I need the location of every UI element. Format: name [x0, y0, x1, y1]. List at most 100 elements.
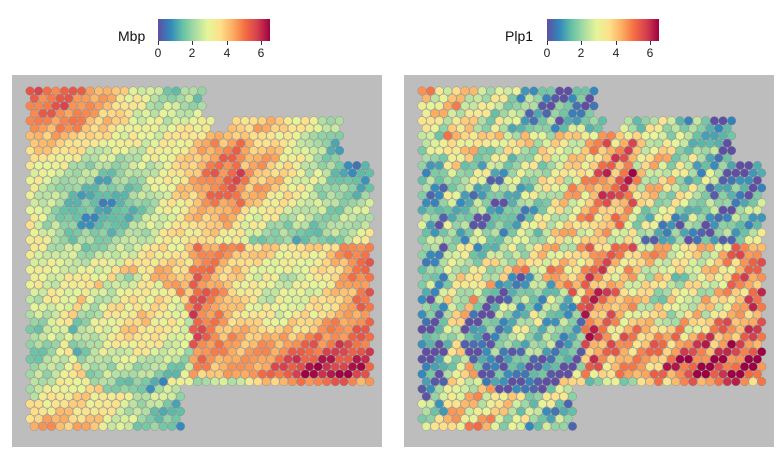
spot: [641, 309, 651, 319]
spot: [85, 116, 95, 126]
spot: [279, 153, 289, 163]
spot: [171, 220, 181, 230]
spot: [494, 116, 504, 126]
spot: [313, 183, 323, 193]
spot: [266, 339, 276, 349]
spot: [68, 414, 78, 424]
spot: [520, 339, 530, 349]
spot: [55, 257, 65, 267]
spot: [115, 213, 125, 223]
spot: [253, 257, 263, 267]
spot: [481, 168, 491, 178]
legend-title: Mbp: [118, 28, 146, 44]
spot: [516, 228, 526, 238]
spot: [757, 332, 767, 342]
spot: [274, 146, 284, 156]
spot: [365, 257, 375, 267]
spot: [426, 116, 436, 126]
spot: [533, 108, 543, 118]
spot: [439, 198, 449, 208]
spot: [206, 265, 216, 275]
spot: [29, 332, 39, 342]
spot: [529, 309, 539, 319]
spot: [439, 377, 449, 387]
spot: [585, 347, 595, 357]
spot: [537, 354, 547, 364]
spot: [365, 242, 375, 252]
spot: [231, 175, 241, 185]
spot: [456, 138, 466, 148]
spot: [567, 421, 577, 431]
spot: [439, 317, 449, 327]
spot: [89, 272, 99, 282]
spot: [55, 242, 65, 252]
spot: [477, 146, 487, 156]
spot: [653, 242, 663, 252]
spot: [292, 116, 302, 126]
spot: [426, 399, 436, 409]
spot: [752, 339, 762, 349]
spot: [555, 131, 565, 141]
spot: [89, 332, 99, 342]
spot: [124, 93, 134, 103]
spot: [287, 228, 297, 238]
spot: [464, 213, 474, 223]
spot: [709, 295, 719, 305]
spot: [150, 302, 160, 312]
spot: [158, 153, 168, 163]
spot: [197, 324, 207, 334]
spot: [150, 332, 160, 342]
spot: [171, 175, 181, 185]
spot: [102, 101, 112, 111]
spot: [658, 265, 668, 275]
spot: [684, 116, 694, 126]
spot: [426, 265, 436, 275]
spot: [98, 332, 108, 342]
spot: [731, 332, 741, 342]
spot: [64, 93, 74, 103]
spot: [494, 235, 504, 245]
spot: [343, 175, 353, 185]
spot: [469, 250, 479, 260]
spot: [550, 228, 560, 238]
spot: [47, 183, 57, 193]
spot: [210, 332, 220, 342]
spot: [240, 295, 250, 305]
spot: [309, 235, 319, 245]
spot: [270, 123, 280, 133]
spot: [666, 205, 676, 215]
spot: [542, 153, 552, 163]
spot: [128, 414, 138, 424]
spot: [210, 317, 220, 327]
spot: [214, 160, 224, 170]
spot: [55, 168, 65, 178]
spot: [434, 220, 444, 230]
spot: [348, 242, 358, 252]
spot: [218, 302, 228, 312]
spot: [339, 302, 349, 312]
spot: [555, 384, 565, 394]
spot: [456, 272, 466, 282]
spot: [430, 332, 440, 342]
spot: [636, 272, 646, 282]
spot: [120, 220, 130, 230]
spot: [709, 324, 719, 334]
spot: [658, 146, 668, 156]
spot: [507, 93, 517, 103]
spot: [231, 369, 241, 379]
spot: [559, 213, 569, 223]
spot: [326, 324, 336, 334]
spot: [283, 160, 293, 170]
spot: [167, 93, 177, 103]
spot: [593, 228, 603, 238]
spot: [645, 317, 655, 327]
spot: [714, 362, 724, 372]
spot: [124, 198, 134, 208]
spot: [662, 332, 672, 342]
spot: [602, 272, 612, 282]
spot: [602, 287, 612, 297]
spot: [662, 213, 672, 223]
spot: [240, 235, 250, 245]
spot: [81, 138, 91, 148]
spot: [559, 183, 569, 193]
